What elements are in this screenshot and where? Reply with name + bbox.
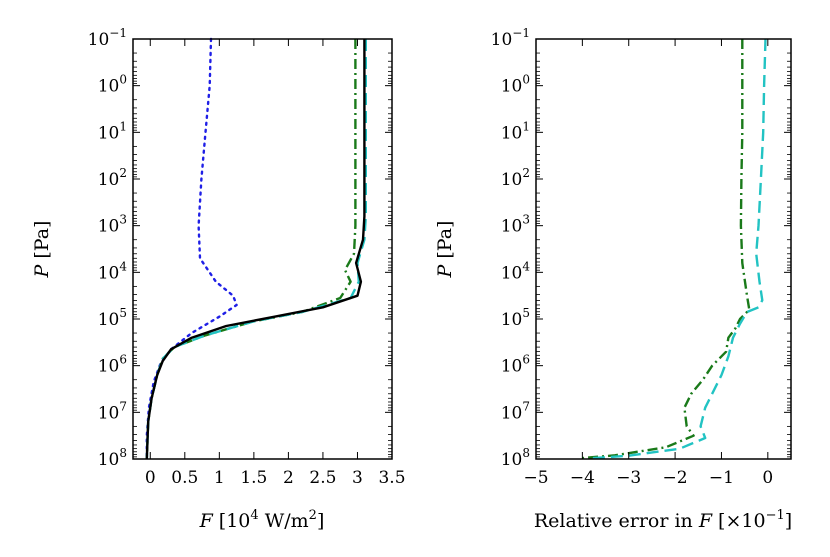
right-xtick-label: −1 [709, 468, 734, 488]
right-ytick-label: 104 [501, 259, 531, 283]
left-xlabel-exp2: 2 [309, 508, 317, 523]
left-x-ticks: 0 0.5 1 1.5 2 2.5 3 3.5 [145, 39, 406, 488]
right-ylabel-unit: [Pa] [434, 221, 456, 259]
right-ytick-label: 106 [501, 353, 530, 377]
left-plot-frame [132, 38, 393, 460]
left-xlabel-exp: 4 [250, 508, 258, 523]
right-plot-frame [535, 38, 792, 460]
right-y-axis-label: P [Pa] [434, 221, 456, 279]
left-xlabel-unit: [10 [219, 510, 251, 532]
left-ytick-label: 103 [98, 213, 127, 237]
left-xtick-label: 2.5 [309, 468, 336, 488]
left-x-axis-label: F [104 W/m2] [199, 508, 325, 532]
right-xtick-label: −2 [663, 468, 688, 488]
left-xlabel-unit-rest: W/m [259, 510, 309, 532]
left-xtick-label: 0.5 [171, 468, 198, 488]
right-ytick-label: 103 [501, 213, 530, 237]
left-ylabel-var: P [31, 263, 53, 278]
left-ytick-label: 107 [98, 399, 127, 423]
left-ytick-label: 102 [98, 166, 127, 190]
right-ylabel-var: P [434, 263, 456, 278]
right-ytick-label: 105 [501, 306, 530, 330]
right-ytick-label: 107 [501, 399, 530, 423]
left-y-axis-label: P [Pa] [31, 221, 53, 279]
right-xlabel-var: F [698, 510, 713, 532]
left-panel: 0 0.5 1 1.5 2 2.5 3 3.5 10−11001011021031041051… [31, 26, 406, 532]
left-xtick-label: 1 [214, 468, 225, 488]
right-series-dashdot-green [582, 39, 751, 460]
right-ytick-label: 102 [501, 166, 530, 190]
right-series-group [582, 38, 767, 460]
left-ytick-label: 100 [98, 73, 127, 97]
right-y-ticks: 10−1 100 101 102 103 104 105 106 107 108 [491, 26, 791, 470]
left-ytick-label: 108 [98, 446, 127, 470]
right-ytick-label: 101 [501, 119, 530, 143]
left-series-dashdot-green [145, 39, 357, 460]
left-xtick-label: 0 [145, 468, 156, 488]
right-xlabel-unit: [×10 [712, 510, 766, 532]
left-xtick-label: 3 [352, 468, 363, 488]
left-ylabel-unit: [Pa] [31, 221, 53, 259]
left-xlabel-var: F [199, 510, 214, 532]
left-series-group [145, 37, 367, 461]
right-xtick-label: −4 [570, 468, 595, 488]
right-xlabel-text: Relative error in [534, 510, 699, 532]
left-ytick-label: 105 [98, 306, 127, 330]
right-xtick-label: 0 [762, 468, 773, 488]
right-ytick-label: 100 [501, 73, 530, 97]
left-ytick-label: 106 [98, 353, 127, 377]
left-xtick-label: 3.5 [378, 468, 405, 488]
left-xlabel-close: ] [317, 510, 324, 532]
left-ytick-label: 10−1 [88, 26, 127, 50]
right-xlabel-close: ] [785, 510, 792, 532]
left-series-solid-black [145, 39, 366, 460]
left-ytick-label: 104 [98, 259, 128, 283]
right-xtick-label: −3 [616, 468, 641, 488]
left-series-dashed-cyan [145, 39, 367, 460]
right-x-ticks: −5 −4 −3 −2 −1 0 [523, 39, 773, 488]
left-xtick-label: 1.5 [240, 468, 267, 488]
right-x-axis-label: Relative error in F [×10−1] [534, 508, 792, 532]
right-ytick-label: 108 [501, 446, 530, 470]
right-series-dashed-cyan [586, 38, 767, 460]
right-panel: −5 −4 −3 −2 −1 0 10−1 100 101 102 103 104 105 106 107… [434, 26, 792, 532]
right-xlabel-exp: −1 [766, 508, 785, 523]
left-y-ticks: 10−1 100 101 102 103 104 105 106 107 108 [88, 26, 392, 470]
left-xtick-label: 2 [283, 468, 294, 488]
left-ytick-label: 101 [98, 119, 127, 143]
right-ytick-label: 10−1 [491, 26, 530, 50]
left-series-dotted-blue [145, 37, 238, 461]
right-xtick-label: −5 [523, 468, 548, 488]
